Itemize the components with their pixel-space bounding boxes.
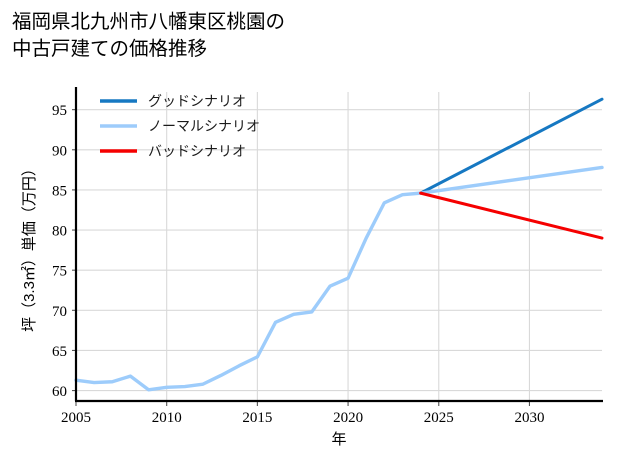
- tickmarks-layer: [72, 109, 530, 406]
- legend-label-good: グッドシナリオ: [148, 93, 246, 109]
- xtick-label: 2020: [333, 410, 363, 426]
- series-line-normal: [74, 165, 604, 392]
- xtick-label: 2010: [152, 410, 182, 426]
- ytick-label: 75: [52, 264, 67, 280]
- ytick-label: 95: [52, 103, 67, 119]
- chart-title: 福岡県北九州市八幡東区桃園の 中古戸建ての価格推移: [12, 11, 286, 60]
- legend-label-normal: ノーマルシナリオ: [148, 118, 260, 134]
- axis-titles-layer: 年 坪（3.3㎡）単価（万円）: [21, 161, 347, 448]
- xtick-labels-layer: 2005 2010 2015 2020 2025 2030: [61, 410, 544, 426]
- gridlines-layer: [75, 92, 602, 401]
- series-line-good: [419, 97, 604, 195]
- ytick-label: 90: [52, 143, 67, 159]
- x-axis-title: 年: [331, 431, 346, 448]
- ytick-label: 70: [52, 304, 67, 320]
- xtick-label: 2005: [61, 410, 91, 426]
- legend-label-bad: バッドシナリオ: [148, 143, 246, 159]
- xtick-label: 2025: [424, 410, 454, 426]
- ytick-label: 60: [52, 384, 67, 400]
- axis-spines: [74, 87, 603, 403]
- y-axis-title: 坪（3.3㎡）単価（万円）: [21, 161, 38, 332]
- xtick-label: 2030: [514, 410, 544, 426]
- ytick-label: 65: [52, 344, 67, 360]
- series-layer: [74, 97, 604, 392]
- series-line-bad: [419, 191, 604, 240]
- xtick-label: 2015: [242, 410, 272, 426]
- ytick-labels-layer: 60 65 70 75 80 85 90 95: [52, 103, 67, 400]
- ytick-label: 80: [52, 224, 67, 240]
- ytick-label: 85: [52, 183, 67, 199]
